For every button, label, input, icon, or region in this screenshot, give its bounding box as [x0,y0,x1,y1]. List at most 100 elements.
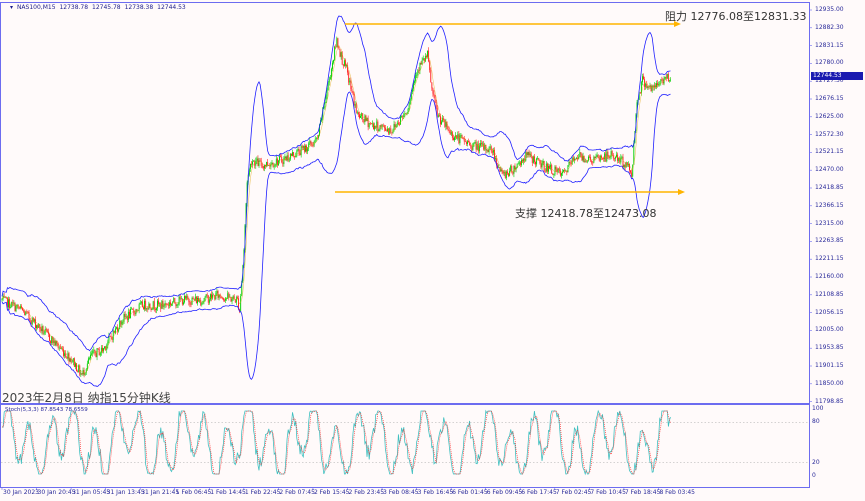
candle-bearish [105,346,107,350]
price-tick-label: 11850.00 [815,379,844,387]
candle-bullish [518,162,520,164]
candle-bearish [528,151,530,156]
time-tick-label: 3 Feb 08:45 [383,489,419,496]
candle-bullish [621,156,623,158]
candle-bullish [610,151,612,158]
candle-bullish [641,76,643,83]
price-tick-label: 12418.85 [815,184,844,191]
candle-bullish [273,166,275,168]
candle-bearish [598,158,600,161]
moving-average-line [1,45,671,374]
candle-bearish [190,304,192,306]
candle-bearish [619,157,621,163]
candle-bullish [253,161,255,162]
candle-bearish [451,131,453,138]
price-tick-label: 12056.15 [815,308,844,316]
candle-bearish [141,301,143,308]
candle-bullish [618,157,620,161]
price-tick-label: 12935.00 [815,6,844,13]
candle-bullish [203,300,205,302]
candle-bullish [633,142,635,165]
candle-bearish [667,73,669,82]
candle-bearish [494,149,495,160]
candle-bullish [599,155,601,161]
candle-bullish [19,306,21,309]
candle-bullish [457,134,459,139]
candle-bearish [267,162,269,166]
candle-bearish [62,348,63,350]
candle-bearish [217,291,219,298]
candle-bearish [556,169,558,173]
candle-bearish [646,83,648,89]
candle-bearish [543,160,545,172]
candle-bullish [307,147,309,152]
candle-bullish [125,316,127,318]
candle-bearish [136,309,138,311]
candle-bullish [664,76,666,79]
candle-bullish [25,311,27,316]
candle-bullish [421,60,423,65]
candle-bearish [222,298,224,300]
stoch-level-label: 100 [812,405,824,412]
candle-bearish [504,171,506,178]
candle-bullish [545,163,547,172]
candle-bullish [93,349,95,351]
candle-bearish [29,318,31,322]
candle-bullish [632,164,634,177]
candle-bearish [654,85,656,88]
candle-bullish [256,158,258,161]
candle-bearish [66,356,68,359]
candle-bullish [484,144,486,150]
candle-bullish [177,304,179,305]
candle-bullish [656,83,657,88]
candle-bullish [123,313,125,322]
candle-bearish [391,132,393,133]
candle-bearish [299,152,301,156]
candle-bullish [186,296,188,299]
candle-bullish [330,68,332,78]
candle-bullish [69,358,71,362]
candle-bearish [120,320,122,325]
candle-bullish [647,86,649,89]
candle-bullish [205,294,207,298]
candle-bearish [162,301,164,307]
candle-bearish [607,151,609,157]
candle-bearish [648,86,650,88]
candle-bearish [192,297,194,299]
candle-bullish [279,156,281,161]
candle-bullish [321,119,323,121]
candle-bullish [327,82,329,91]
candle-bearish [629,164,630,171]
candle-bearish [143,307,144,310]
resistance-arrow-icon [674,21,681,27]
candle-bullish [387,128,389,132]
stoch-level-label: 80 [812,418,820,426]
candle-bearish [589,156,590,158]
support-label: 支撑 12418.78至12473.08 [515,207,657,220]
price-chart-panel[interactable] [0,2,810,404]
candle-bullish [584,160,586,163]
candle-bullish [55,340,57,346]
candle-bullish [315,137,317,140]
time-tick-label: 1 Feb 14:45 [210,489,246,496]
candle-bullish [408,104,410,109]
candle-bearish [508,173,509,176]
candle-bullish [645,83,647,87]
candle-bearish [280,156,282,157]
candle-bullish [172,302,174,304]
candle-bullish [660,79,662,84]
candle-bearish [259,160,261,162]
candle-bearish [335,46,337,48]
time-tick-label: 6 Feb 09:45 [486,489,523,496]
triangle-down-icon[interactable]: ▾ [10,4,14,11]
stochastic-panel[interactable] [0,404,810,488]
candle-bearish [433,93,435,96]
candle-bullish [138,304,140,311]
candle-bullish [173,297,175,303]
candle-bullish [333,59,335,63]
candle-bearish [303,146,305,152]
candle-bearish [251,163,252,165]
candle-bearish [555,166,557,170]
stoch-signal-line [1,410,671,475]
candle-bearish [611,151,613,156]
